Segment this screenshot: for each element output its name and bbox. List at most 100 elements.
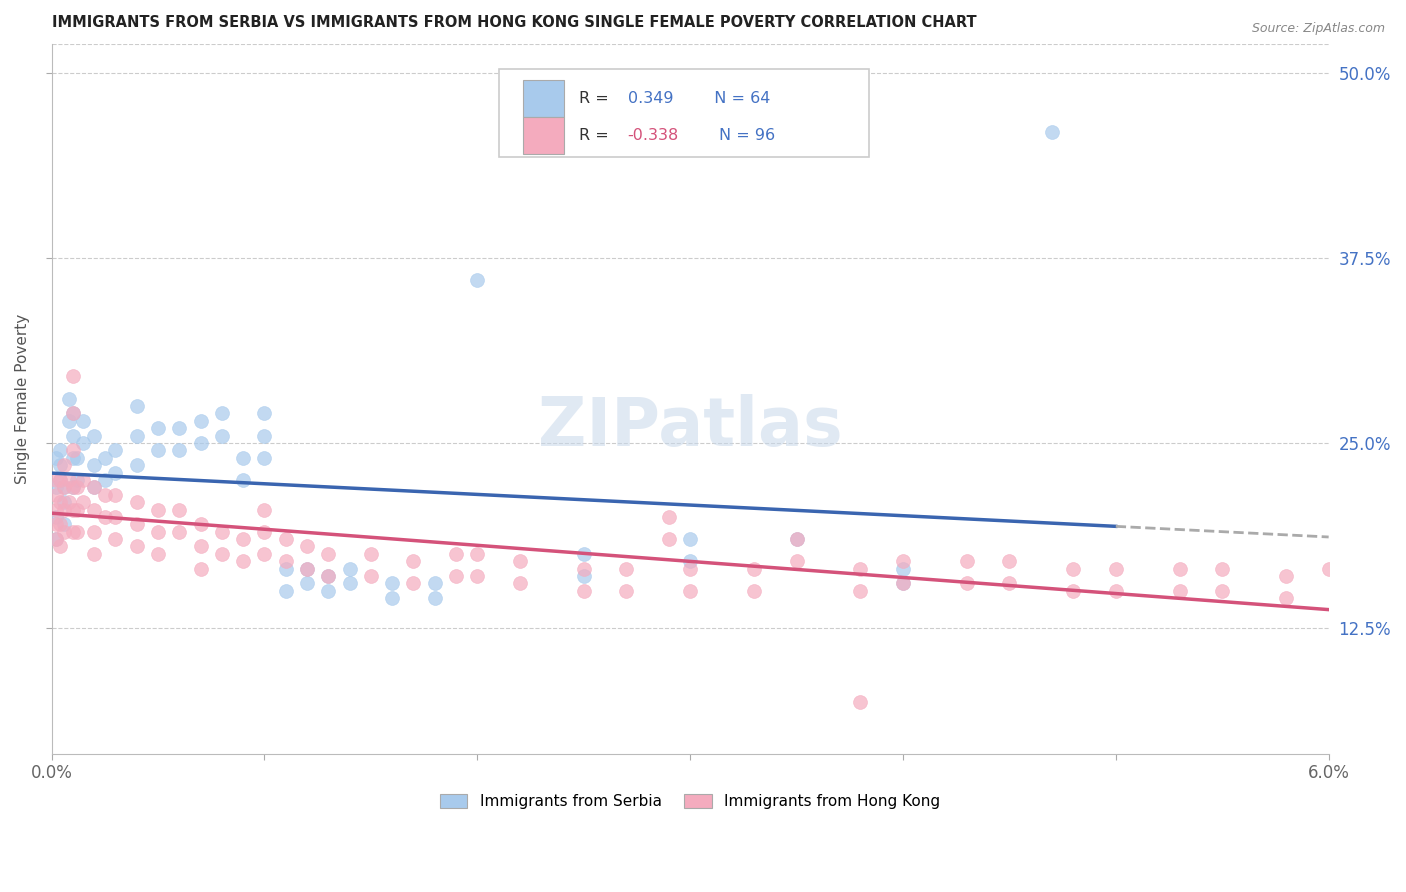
- Point: [72, 495, 94, 509]
- Point: [83, 524, 105, 539]
- Point: [53, 517, 76, 532]
- Point: [742, 562, 765, 576]
- Point: [53, 480, 76, 494]
- Point: [167, 502, 190, 516]
- Point: [190, 414, 212, 428]
- Point: [62, 406, 84, 420]
- Point: [1062, 562, 1084, 576]
- Point: [93, 488, 115, 502]
- Point: [295, 576, 318, 591]
- Text: R =: R =: [579, 128, 614, 144]
- Point: [72, 436, 94, 450]
- Point: [1211, 562, 1233, 576]
- Point: [658, 509, 681, 524]
- Point: [465, 547, 488, 561]
- Point: [125, 495, 148, 509]
- Point: [83, 480, 105, 494]
- Point: [786, 532, 808, 546]
- Point: [146, 421, 169, 435]
- Point: [572, 562, 595, 576]
- Point: [93, 509, 115, 524]
- Point: [1168, 562, 1191, 576]
- Point: [49, 473, 72, 487]
- Point: [146, 547, 169, 561]
- Point: [53, 524, 76, 539]
- Point: [253, 547, 276, 561]
- Point: [253, 450, 276, 465]
- Point: [423, 576, 446, 591]
- Point: [1040, 125, 1063, 139]
- Point: [146, 443, 169, 458]
- Point: [891, 576, 914, 591]
- Point: [232, 450, 254, 465]
- Point: [849, 583, 872, 598]
- Point: [62, 406, 84, 420]
- Point: [66, 502, 89, 516]
- Point: [381, 576, 404, 591]
- Point: [1062, 583, 1084, 598]
- Point: [45, 473, 67, 487]
- Point: [83, 547, 105, 561]
- Point: [62, 428, 84, 442]
- Point: [891, 554, 914, 568]
- Point: [274, 554, 297, 568]
- Point: [125, 517, 148, 532]
- Point: [211, 406, 233, 420]
- Point: [190, 436, 212, 450]
- Point: [891, 562, 914, 576]
- Point: [146, 502, 169, 516]
- Text: N = 64: N = 64: [704, 91, 770, 105]
- Point: [274, 562, 297, 576]
- Text: IMMIGRANTS FROM SERBIA VS IMMIGRANTS FROM HONG KONG SINGLE FEMALE POVERTY CORREL: IMMIGRANTS FROM SERBIA VS IMMIGRANTS FRO…: [52, 15, 976, 30]
- Point: [891, 576, 914, 591]
- Point: [786, 532, 808, 546]
- Point: [72, 473, 94, 487]
- Point: [998, 576, 1021, 591]
- Point: [49, 495, 72, 509]
- Point: [232, 532, 254, 546]
- Point: [1275, 569, 1298, 583]
- Point: [62, 480, 84, 494]
- Point: [125, 399, 148, 413]
- Point: [956, 576, 979, 591]
- Point: [104, 509, 127, 524]
- Point: [465, 273, 488, 287]
- Point: [49, 473, 72, 487]
- Point: [83, 480, 105, 494]
- Bar: [523, 79, 564, 117]
- Point: [402, 576, 425, 591]
- Point: [232, 554, 254, 568]
- Point: [49, 517, 72, 532]
- Point: [1275, 591, 1298, 606]
- Point: [465, 569, 488, 583]
- Point: [998, 554, 1021, 568]
- Point: [83, 428, 105, 442]
- Text: R =: R =: [579, 91, 614, 105]
- Point: [402, 554, 425, 568]
- Point: [274, 532, 297, 546]
- Point: [125, 428, 148, 442]
- Y-axis label: Single Female Poverty: Single Female Poverty: [15, 313, 30, 483]
- Point: [66, 524, 89, 539]
- Point: [572, 583, 595, 598]
- Point: [614, 562, 637, 576]
- Point: [62, 369, 84, 384]
- Point: [58, 495, 80, 509]
- Point: [58, 414, 80, 428]
- Point: [614, 583, 637, 598]
- Point: [211, 547, 233, 561]
- Point: [509, 576, 531, 591]
- Point: [360, 569, 382, 583]
- Point: [53, 480, 76, 494]
- Point: [45, 517, 67, 532]
- Point: [211, 428, 233, 442]
- Point: [1105, 562, 1128, 576]
- Point: [45, 502, 67, 516]
- Point: [253, 406, 276, 420]
- Point: [253, 502, 276, 516]
- Point: [45, 532, 67, 546]
- Point: [444, 547, 467, 561]
- Point: [104, 443, 127, 458]
- Point: [295, 562, 318, 576]
- Point: [49, 443, 72, 458]
